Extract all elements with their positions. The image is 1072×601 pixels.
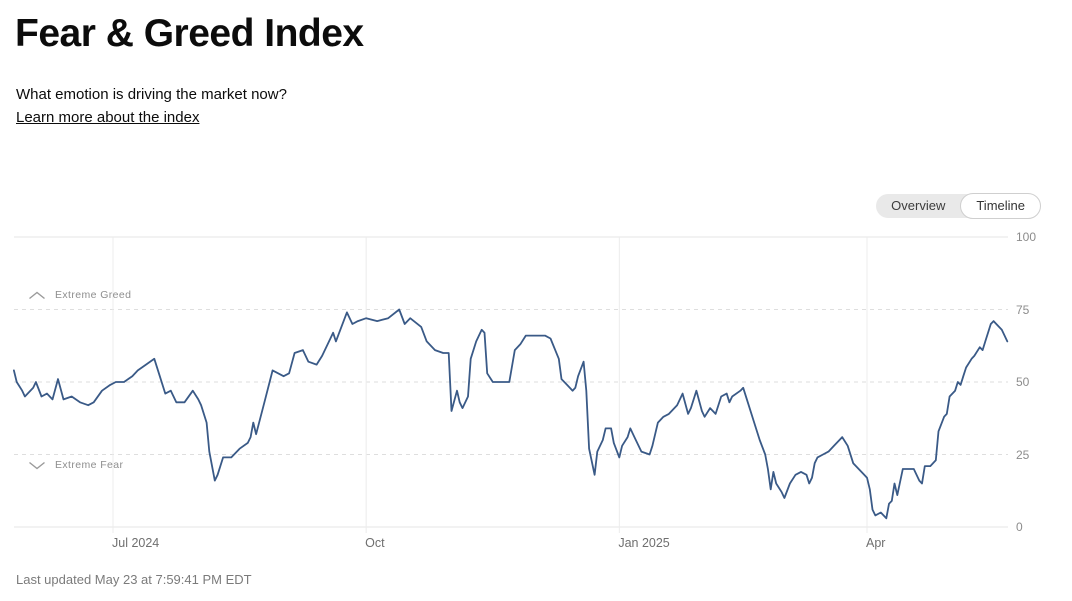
x-axis-label: Oct — [365, 536, 385, 550]
fear-greed-line-series — [12, 308, 1009, 520]
threshold-label-text: Extreme Fear — [55, 459, 124, 471]
last-updated-text: Last updated May 23 at 7:59:41 PM EDT — [16, 572, 252, 587]
y-axis-label-100: 100 — [1016, 230, 1037, 244]
page-title: Fear & Greed Index — [15, 12, 364, 55]
page-subtitle: What emotion is driving the market now? — [16, 86, 287, 103]
y-axis-label-0: 0 — [1016, 520, 1023, 534]
extreme-greed-threshold-label: Extreme Greed — [28, 289, 131, 301]
learn-more-link[interactable]: Learn more about the index — [16, 109, 200, 126]
x-axis-label: Jan 2025 — [618, 536, 670, 550]
timeline-toggle-button[interactable]: Timeline — [960, 193, 1041, 219]
y-axis-label-25: 25 — [1016, 447, 1030, 462]
y-axis-label-75: 75 — [1016, 302, 1030, 317]
chevron-down-icon — [29, 461, 45, 469]
extreme-fear-threshold-label: Extreme Fear — [28, 459, 123, 471]
x-axis-label: Apr — [866, 536, 886, 550]
view-toggle: Overview Timeline — [876, 193, 1041, 219]
threshold-label-text: Extreme Greed — [55, 289, 132, 301]
overview-toggle-button[interactable]: Overview — [891, 198, 946, 213]
x-axis-label: Jul 2024 — [112, 536, 160, 550]
y-axis-label-50: 50 — [1016, 375, 1030, 389]
chevron-up-icon — [29, 291, 45, 299]
